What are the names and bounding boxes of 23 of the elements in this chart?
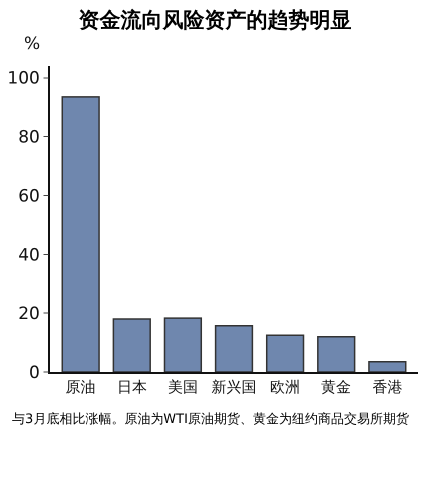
x-tick-label: 欧洲 xyxy=(270,378,300,396)
y-tick-label: 100 xyxy=(7,68,40,89)
chart-title: 资金流向风险资产的趋势明显 xyxy=(78,8,352,32)
text: 与3月底相比涨幅。原油为WTI原油期货、黄金为纽约商品交易所期货 xyxy=(11,411,410,429)
bar xyxy=(368,360,406,372)
bar xyxy=(214,325,254,372)
bar xyxy=(62,96,100,372)
y-tick-label: 0 xyxy=(29,362,40,383)
y-tick-label: 80 xyxy=(18,128,40,148)
y-tick-label: 20 xyxy=(18,304,40,324)
x-tick-label: 新兴国 xyxy=(212,378,256,396)
x-tick-label: 原油 xyxy=(66,378,96,396)
y-tick-label: 60 xyxy=(18,186,40,206)
x-tick-label: 日本 xyxy=(116,378,147,396)
bar xyxy=(164,317,202,372)
x-tick-label: 黄金 xyxy=(321,378,352,396)
y-tick-label: 40 xyxy=(18,245,40,266)
bar xyxy=(317,336,356,372)
x-tick-label: 美国 xyxy=(168,378,198,396)
bar xyxy=(112,318,151,372)
x-tick-label: 香港 xyxy=(372,378,402,396)
bar xyxy=(266,334,304,372)
y-axis-title: % xyxy=(24,34,40,54)
